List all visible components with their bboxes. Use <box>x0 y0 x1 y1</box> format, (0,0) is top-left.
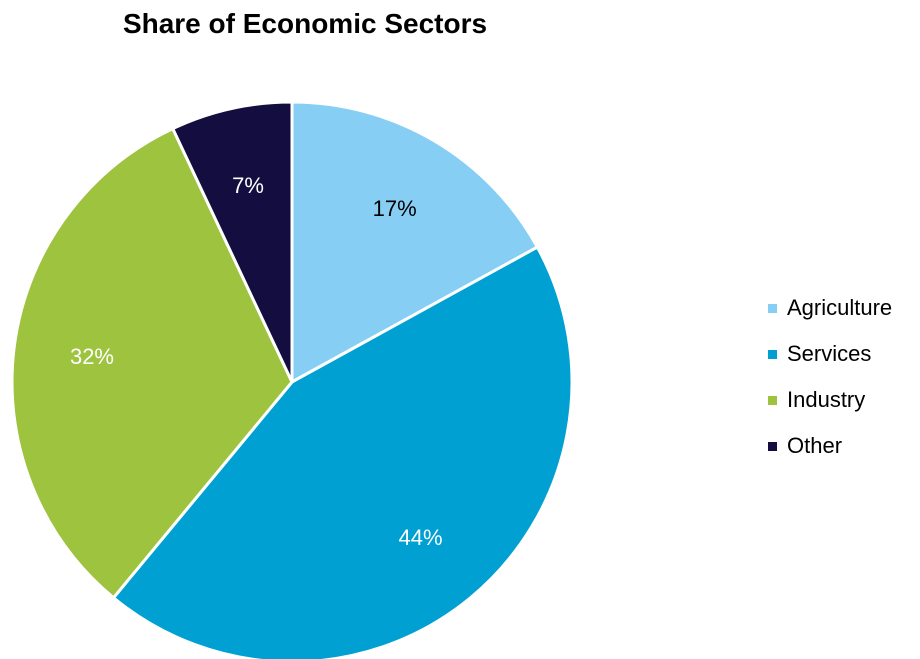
pie-labels: 17% 44% 32% 7% <box>70 173 443 550</box>
legend-label: Other <box>787 433 843 458</box>
pie-slice-agriculture <box>290 100 540 385</box>
chart-title: Share of Economic Sectors <box>122 8 488 39</box>
data-label-industry: 32% <box>70 344 114 369</box>
legend-label: Services <box>787 341 872 366</box>
legend-item-agriculture: Agriculture <box>768 295 893 320</box>
legend-item-other: Other <box>768 433 892 458</box>
legend-label: Industry <box>787 387 866 412</box>
pie-slice-services <box>111 245 574 659</box>
data-label-services: 44% <box>398 525 442 550</box>
pie-slice-other <box>170 100 294 383</box>
data-label-other: 7% <box>232 173 264 198</box>
pie-slice-industry <box>10 126 294 600</box>
pie-slices <box>10 100 574 659</box>
legend-label: Agriculture <box>787 295 893 320</box>
legend-swatch <box>768 441 777 451</box>
legend-item-industry: Industry <box>768 387 892 412</box>
legend-swatch <box>768 349 777 359</box>
data-label-agriculture: 17% <box>373 196 417 221</box>
legend-swatch <box>768 303 777 313</box>
legend-item-services: Services <box>768 341 892 366</box>
legend-swatch <box>768 395 777 405</box>
chart-legend: Agriculture Services Industry Other <box>768 295 893 480</box>
